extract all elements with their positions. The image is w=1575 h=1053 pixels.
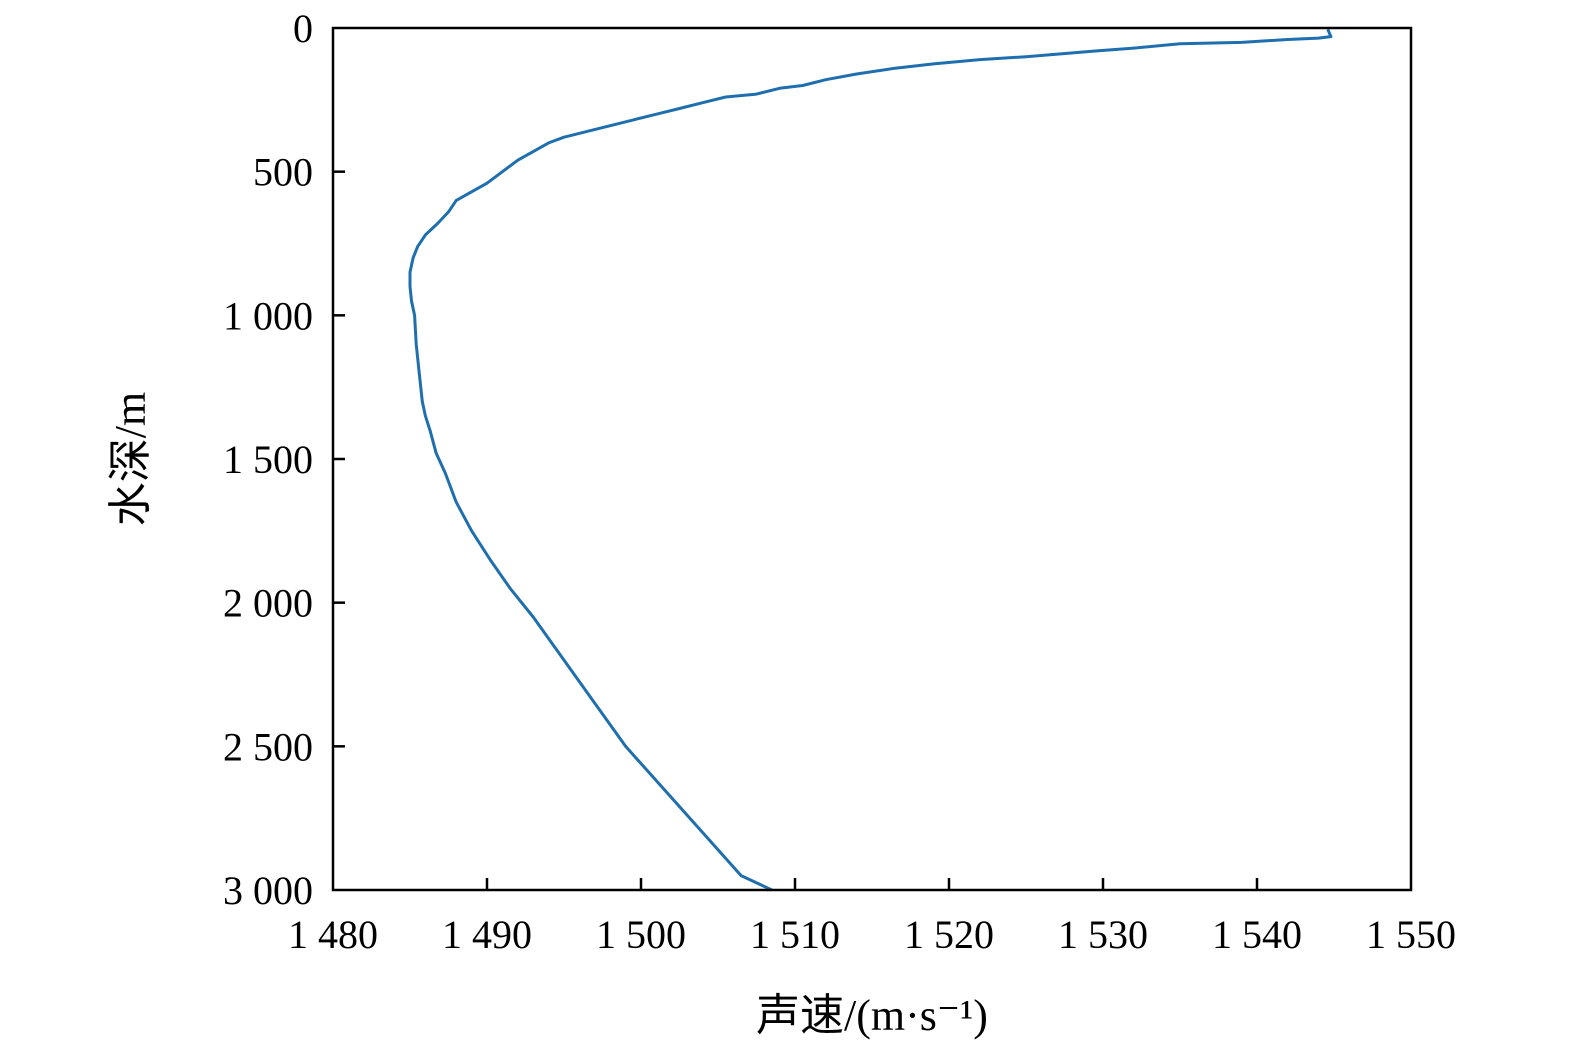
sound-speed-line [408, 28, 1333, 892]
x-tick-label: 1 480 [288, 912, 378, 957]
y-tick-label: 0 [293, 6, 313, 51]
x-tick-label: 1 500 [596, 912, 686, 957]
y-axis-title: 水深/m [106, 392, 155, 526]
y-axis-ticks: 0 500 1 000 1 500 2 000 2 500 3 000 [223, 6, 345, 913]
x-tick-label: 1 520 [904, 912, 994, 957]
x-axis-ticks: 1 480 1 490 1 500 1 510 1 520 1 530 1 540 1 550 [288, 878, 1456, 957]
x-axis-title: 声速/(m·s⁻¹) [756, 991, 988, 1040]
y-tick-label: 1 000 [223, 293, 313, 338]
x-tick-label: 1 540 [1212, 912, 1302, 957]
y-tick-label: 2 000 [223, 581, 313, 626]
plot-area [331, 26, 1413, 892]
x-tick-label: 1 530 [1058, 912, 1148, 957]
x-tick-label: 1 490 [442, 912, 532, 957]
y-tick-label: 1 500 [223, 437, 313, 482]
y-tick-label: 500 [253, 150, 313, 195]
y-tick-label: 3 000 [223, 868, 313, 913]
x-tick-label: 1 550 [1366, 912, 1456, 957]
y-tick-label: 2 500 [223, 724, 313, 769]
plot-frame [331, 26, 1413, 892]
x-tick-label: 1 510 [750, 912, 840, 957]
